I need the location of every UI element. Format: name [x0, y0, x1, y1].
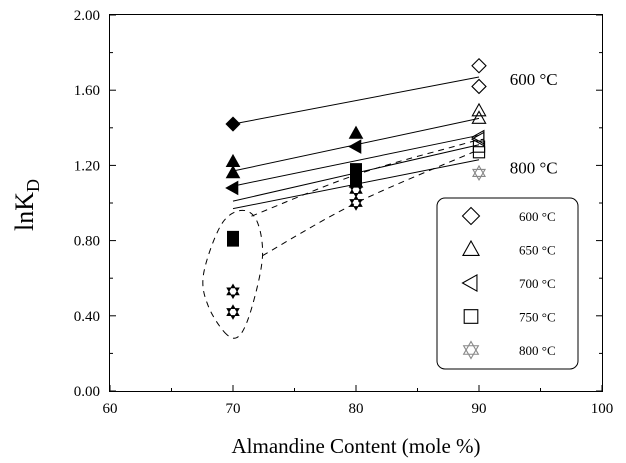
legend: 600 °C 650 °C 700 °C 750 °C 800 °C [436, 197, 579, 370]
x-axis-label: Almandine Content (mole %) [231, 434, 480, 458]
data-point-square [227, 234, 239, 247]
data-point-triangle-up [225, 165, 241, 179]
legend-marker-diamond [461, 206, 481, 226]
plot-frame [109, 14, 603, 392]
x-tick-label: 90 [472, 401, 487, 417]
x-tick-label: 80 [349, 401, 364, 417]
x-tick-label: 70 [226, 401, 241, 417]
legend-box [436, 197, 579, 370]
data-point-diamond [471, 57, 487, 74]
dashed-envelope-lower [262, 151, 474, 257]
y-tick-label: 1.20 [74, 158, 100, 174]
series-annotation: 600 °C [510, 70, 558, 89]
data-point-triangle-up [471, 110, 487, 124]
axis-ticks: 60 70 80 90 100 0.00 0.40 0.80 1.20 1.60 2.00 [74, 8, 614, 417]
fit-line [232, 76, 480, 125]
data-point-star6 [349, 195, 363, 211]
legend-label: 750 °C [519, 310, 556, 325]
data-point-triangle-up [471, 102, 487, 117]
data-point-triangle-up [225, 153, 241, 167]
y-tick-label: 1.60 [74, 83, 100, 99]
legend-label: 800 °C [519, 343, 556, 358]
dashed-outline [202, 138, 485, 339]
legend-label: 700 °C [519, 276, 556, 291]
data-point-square [472, 140, 486, 153]
data-point-triangle-left [348, 139, 362, 154]
data-point-square [472, 146, 486, 159]
y-tick-label: 0.40 [74, 309, 100, 325]
data-point-star6 [226, 283, 240, 300]
y-axis-label-main: lnK [10, 192, 39, 231]
fit-line [232, 134, 480, 187]
data-point-triangle-up [348, 125, 364, 139]
y-axis-label: lnKD [10, 179, 43, 231]
data-point-star6 [471, 164, 487, 182]
data-markers [225, 57, 487, 320]
legend-label: 650 °C [519, 243, 556, 258]
dashed-envelope-loop [202, 209, 264, 339]
data-point-star6 [349, 182, 363, 198]
y-tick-label: 0.00 [74, 384, 100, 400]
y-tick-label: 2.00 [74, 8, 100, 24]
y-tick-label: 0.80 [74, 234, 100, 250]
legend-marker-square [463, 309, 479, 324]
dashed-envelope-upper [251, 138, 485, 217]
legend-label: 600 °C [519, 209, 556, 224]
y-axis-label-sub: D [23, 179, 43, 192]
legend-marker-triangle-up [461, 239, 481, 256]
annotations: 600 °C 800 °C [510, 70, 558, 177]
legend-marker-triangle-left [461, 273, 478, 293]
data-point-diamond [225, 116, 241, 132]
legend-marker-star6 [462, 340, 480, 360]
data-point-diamond [471, 78, 487, 95]
data-point-star6 [226, 304, 240, 320]
series-annotation: 800 °C [510, 158, 558, 177]
data-point-triangle-left [225, 180, 239, 196]
x-tick-label: 60 [103, 401, 118, 417]
x-tick-label: 100 [591, 401, 614, 417]
